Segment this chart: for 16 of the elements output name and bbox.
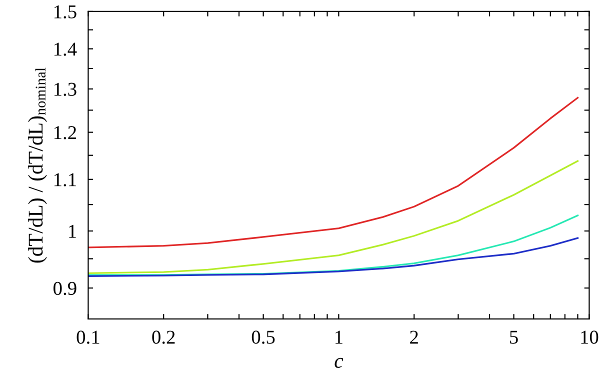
x-axis-title: c [334,358,344,368]
y-tick-label: 1.1 [54,173,76,186]
x-tick-label: 0.1 [76,330,100,344]
y-tick-label: 1 [69,224,76,238]
y-tick-label: 1.4 [54,42,77,56]
x-tick-label: 2 [410,330,418,344]
x-tick-label: 0.5 [252,330,275,344]
y-tick-label: 1.2 [54,126,76,140]
y-tick-label: 1.5 [54,5,76,18]
x-tick-label: 10 [581,330,598,344]
x-tick-label: 1 [336,330,342,344]
y-tick-label: 0.9 [54,282,76,296]
y-axis-title: (dT/dL) / (dT/dL)$_{nominal}$ [28,68,47,263]
x-tick-label: 5 [510,330,518,344]
x-tick-label: 0.2 [152,330,175,344]
y-tick-label: 1.3 [54,82,76,96]
